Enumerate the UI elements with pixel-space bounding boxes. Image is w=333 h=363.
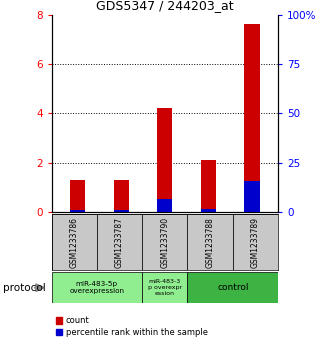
Bar bbox=[244, 24, 259, 212]
Bar bbox=[157, 109, 172, 212]
Bar bbox=[52, 272, 142, 303]
Text: GSM1233790: GSM1233790 bbox=[160, 217, 169, 268]
Bar bbox=[244, 181, 259, 212]
Legend: count, percentile rank within the sample: count, percentile rank within the sample bbox=[56, 316, 208, 337]
Text: protocol: protocol bbox=[3, 283, 46, 293]
Bar bbox=[70, 180, 85, 212]
Bar bbox=[157, 199, 172, 212]
Bar bbox=[114, 180, 129, 212]
Bar bbox=[187, 214, 233, 270]
Bar bbox=[52, 214, 97, 270]
Text: GSM1233788: GSM1233788 bbox=[205, 217, 215, 268]
Bar bbox=[114, 211, 129, 212]
Bar bbox=[70, 211, 85, 212]
Text: GSM1233789: GSM1233789 bbox=[251, 217, 260, 268]
Text: control: control bbox=[217, 283, 248, 292]
Bar bbox=[201, 160, 216, 212]
Bar bbox=[97, 214, 142, 270]
Text: miR-483-3
p overexpr
ession: miR-483-3 p overexpr ession bbox=[148, 280, 182, 296]
Bar bbox=[201, 209, 216, 212]
Bar bbox=[187, 272, 278, 303]
Bar bbox=[142, 272, 187, 303]
Text: miR-483-5p
overexpression: miR-483-5p overexpression bbox=[69, 281, 125, 294]
Bar bbox=[142, 214, 187, 270]
Bar bbox=[233, 214, 278, 270]
Text: GSM1233786: GSM1233786 bbox=[70, 217, 79, 268]
Title: GDS5347 / 244203_at: GDS5347 / 244203_at bbox=[96, 0, 234, 12]
Text: GSM1233787: GSM1233787 bbox=[115, 217, 124, 268]
